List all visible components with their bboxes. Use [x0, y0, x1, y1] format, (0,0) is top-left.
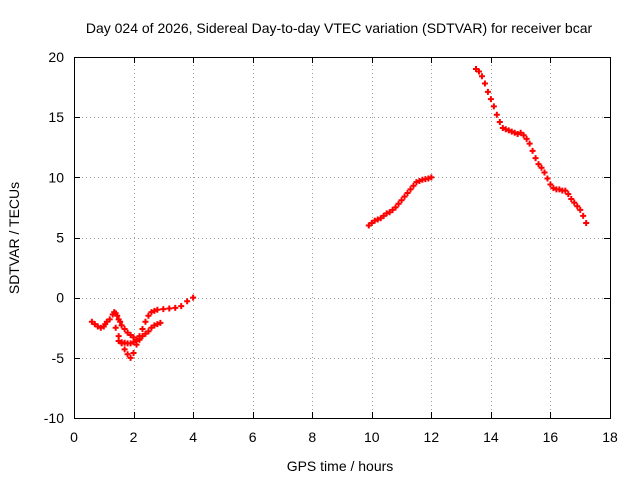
data-point	[580, 212, 587, 219]
data-point	[184, 298, 191, 305]
x-tick-label: 14	[483, 429, 499, 445]
y-tick-label: 10	[48, 169, 64, 185]
data-point	[398, 197, 405, 204]
data-point	[145, 328, 152, 335]
data-point	[172, 304, 179, 311]
data-point	[481, 80, 488, 87]
x-tick-label: 6	[249, 429, 257, 445]
data-point	[562, 187, 569, 194]
data-point	[392, 204, 399, 211]
y-tick-label: 15	[48, 109, 64, 125]
data-point	[145, 312, 152, 319]
x-axis-label: GPS time / hours	[287, 458, 394, 474]
data-point	[541, 169, 548, 176]
data-point	[496, 118, 503, 125]
data-point	[127, 354, 134, 361]
data-point	[121, 346, 128, 353]
data-point	[490, 103, 497, 110]
data-point	[160, 306, 167, 313]
x-tick-label: 8	[308, 429, 316, 445]
x-tick-label: 10	[364, 429, 380, 445]
y-tick-label: -10	[44, 410, 64, 426]
data-point	[117, 318, 124, 325]
data-point	[547, 181, 554, 188]
y-axis-label: SDTVAR / TECUs	[6, 182, 22, 294]
data-point	[136, 336, 143, 343]
x-tick-label: 0	[70, 429, 78, 445]
data-points	[88, 66, 590, 361]
series-segment-4	[365, 174, 435, 229]
data-point	[487, 96, 494, 103]
data-point	[478, 73, 485, 80]
series-segment-2	[112, 294, 197, 361]
data-point	[493, 111, 500, 118]
data-point	[574, 203, 581, 210]
y-tick-label: 5	[56, 230, 64, 246]
data-point	[526, 140, 533, 147]
x-tick-label: 16	[543, 429, 559, 445]
data-point	[401, 193, 408, 200]
data-point	[583, 220, 590, 227]
data-point	[166, 305, 173, 312]
data-point	[124, 351, 131, 358]
data-point	[532, 155, 539, 162]
data-point	[142, 318, 149, 325]
data-point	[190, 294, 197, 301]
x-tick-label: 2	[130, 429, 138, 445]
data-point	[404, 189, 411, 196]
y-tick-label: 20	[48, 49, 64, 65]
data-point	[484, 88, 491, 95]
data-point	[407, 186, 414, 193]
x-tick-label: 12	[424, 429, 440, 445]
series-segment-3	[115, 336, 143, 347]
data-point	[114, 312, 121, 319]
axis-ticks: 0 2 4 6 8 10 12 14 16 18 -10 -5 0 5 10 15 20	[44, 49, 618, 445]
data-point	[577, 206, 584, 213]
data-point	[538, 164, 545, 171]
data-point	[544, 175, 551, 182]
y-tick-label: -5	[52, 350, 65, 366]
data-point	[154, 306, 161, 313]
data-point	[565, 191, 572, 198]
data-point	[106, 316, 113, 323]
data-point	[139, 325, 146, 332]
data-point	[157, 319, 164, 326]
data-point	[428, 174, 435, 181]
data-point	[130, 350, 137, 357]
data-point	[475, 68, 482, 75]
data-point	[571, 199, 578, 206]
data-point	[410, 182, 417, 189]
data-point	[535, 161, 542, 168]
x-tick-label: 4	[189, 429, 197, 445]
data-point	[520, 132, 527, 139]
x-tick-label: 18	[602, 429, 618, 445]
series-segment-5	[473, 66, 590, 227]
data-point	[529, 147, 536, 154]
data-point	[121, 325, 128, 332]
data-point	[568, 195, 575, 202]
chart-title: Day 024 of 2026, Sidereal Day-to-day VTE…	[86, 20, 593, 36]
data-point	[395, 200, 402, 207]
y-tick-label: 0	[56, 290, 64, 306]
data-point	[178, 303, 185, 310]
grid	[74, 57, 610, 418]
data-point	[523, 135, 530, 142]
data-point	[118, 322, 125, 329]
data-point	[112, 324, 119, 331]
